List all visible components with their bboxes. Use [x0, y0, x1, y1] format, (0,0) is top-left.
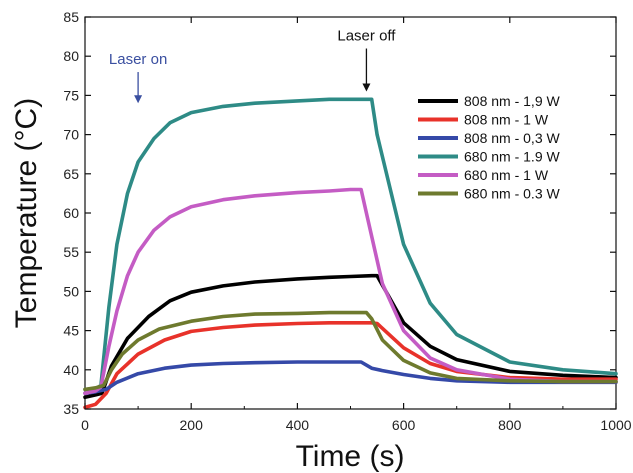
y-tick-label: 65: [63, 166, 79, 182]
x-tick-label: 200: [180, 417, 204, 433]
y-tick-label: 55: [63, 244, 79, 260]
y-tick-label: 80: [63, 48, 79, 64]
legend-label: 680 nm - 0.3 W: [464, 186, 560, 202]
annotation-label: Laser on: [109, 51, 167, 68]
legend-label: 808 nm - 1 W: [464, 112, 549, 128]
y-tick-label: 35: [63, 401, 79, 417]
x-tick-label: 0: [81, 417, 89, 433]
y-tick-label: 50: [63, 283, 79, 299]
x-axis-title: Time (s): [296, 440, 405, 473]
ticks-layer: 0 200 400 600 800 1000 35 40 45 50 55 60 65 70 75 80 85: [63, 9, 631, 433]
y-tick-label: 70: [63, 127, 79, 143]
y-tick-label: 45: [63, 323, 79, 339]
arrowhead-icon: [362, 83, 370, 91]
y-tick-label: 75: [63, 87, 79, 103]
plot-frame: [85, 17, 616, 409]
legend-label: 680 nm - 1.9 W: [464, 149, 560, 165]
x-tick-label: 400: [286, 417, 310, 433]
legend-label: 680 nm - 1 W: [464, 167, 549, 183]
y-tick-label: 85: [63, 9, 79, 25]
y-axis-title: Temperature (°C): [10, 98, 43, 328]
annotation-layer: Laser on Laser off: [109, 28, 396, 104]
x-tick-label: 1000: [600, 417, 631, 433]
legend-label: 808 nm - 0,3 W: [464, 130, 560, 146]
legend-label: 808 nm - 1,9 W: [464, 93, 560, 109]
arrowhead-icon: [134, 95, 142, 103]
y-tick-label: 60: [63, 205, 79, 221]
x-tick-label: 600: [392, 417, 416, 433]
annotation-label: Laser off: [337, 28, 396, 45]
legend: 808 nm - 1,9 W 808 nm - 1 W 808 nm - 0,3 W…: [418, 93, 560, 202]
x-tick-label: 800: [498, 417, 522, 433]
y-tick-label: 40: [63, 362, 79, 378]
